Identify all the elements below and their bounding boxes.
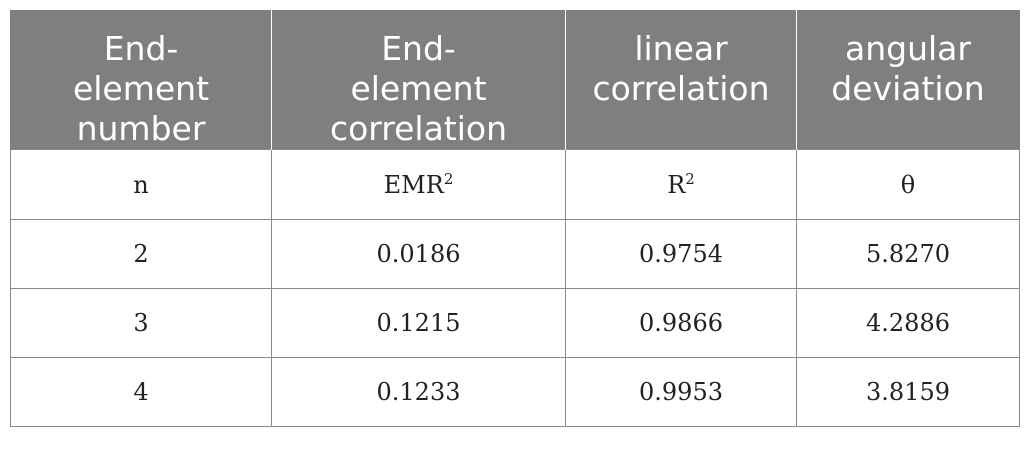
header-angular-deviation: angular deviation — [796, 10, 1020, 150]
cell-theta: 3.8159 — [796, 357, 1020, 427]
header-row: End- element number End- element correla… — [10, 10, 1020, 150]
header-end-element-correlation-line2: element — [350, 69, 487, 108]
header-angular-deviation-line1: angular — [845, 29, 971, 68]
symbol-emr-superscript: 2 — [443, 169, 454, 188]
symbol-emr2: EMR2 — [271, 149, 566, 220]
cell-emr2: 0.1215 — [271, 288, 566, 358]
header-linear-correlation-line2: correlation — [592, 69, 770, 108]
header-end-element-number-line2: element — [72, 69, 210, 108]
cell-theta: 5.8270 — [796, 219, 1020, 289]
cell-theta: 4.2886 — [796, 288, 1020, 358]
symbol-r-superscript: 2 — [685, 169, 695, 188]
data-table: End- element number End- element correla… — [10, 10, 1020, 427]
symbol-r-text: R — [667, 170, 686, 199]
symbol-emr-text: EMR — [383, 170, 444, 199]
cell-emr2: 0.0186 — [271, 219, 566, 289]
cell-r2: 0.9953 — [565, 357, 797, 427]
cell-r2: 0.9866 — [565, 288, 797, 358]
header-linear-correlation-line1: linear — [634, 29, 728, 68]
header-linear-correlation: linear correlation — [565, 10, 797, 150]
header-end-element-number: End- element number — [10, 10, 272, 150]
symbol-theta: θ — [796, 149, 1020, 220]
table-row: 4 0.1233 0.9953 3.8159 — [10, 357, 1020, 427]
header-end-element-number-line3: number — [76, 109, 206, 148]
table-row: 3 0.1215 0.9866 4.2886 — [10, 288, 1020, 358]
cell-r2: 0.9754 — [565, 219, 797, 289]
header-end-element-correlation-line3: correlation — [329, 109, 508, 148]
cell-n: 4 — [10, 357, 272, 427]
data-table-container: End- element number End- element correla… — [10, 10, 1020, 427]
symbol-r2: R2 — [565, 149, 797, 220]
symbol-row: n EMR2 R2 θ — [10, 149, 1020, 220]
cell-n: 3 — [10, 288, 272, 358]
cell-emr2: 0.1233 — [271, 357, 566, 427]
table-row: 2 0.0186 0.9754 5.8270 — [10, 219, 1020, 289]
header-end-element-correlation-line1: End- — [381, 29, 456, 68]
cell-n: 2 — [10, 219, 272, 289]
header-end-element-correlation: End- element correlation — [271, 10, 566, 150]
header-end-element-number-line1: End- — [103, 29, 179, 68]
symbol-n: n — [10, 149, 272, 220]
symbol-n-text: n — [133, 170, 149, 199]
table-body: n EMR2 R2 θ 2 0.0186 0.9754 5.8270 3 0.1… — [10, 149, 1020, 427]
symbol-theta-text: θ — [900, 170, 916, 199]
table-header: End- element number End- element correla… — [10, 10, 1020, 150]
header-angular-deviation-line2: deviation — [831, 69, 985, 108]
